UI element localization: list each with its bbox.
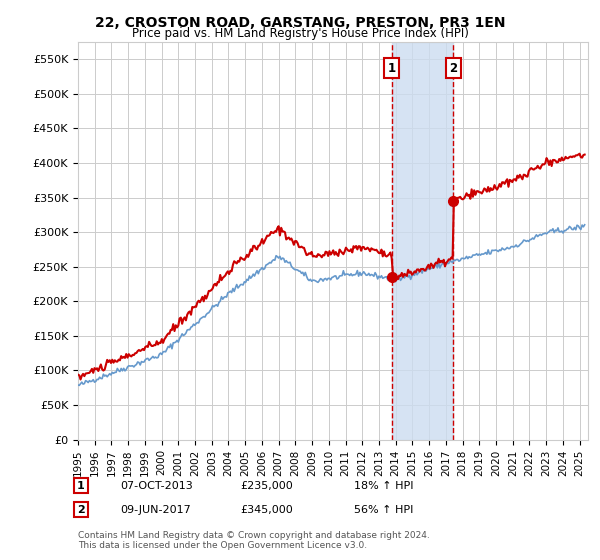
Text: 2: 2 [77, 505, 85, 515]
Text: £345,000: £345,000 [240, 505, 293, 515]
Text: 2: 2 [449, 62, 457, 75]
Text: Price paid vs. HM Land Registry's House Price Index (HPI): Price paid vs. HM Land Registry's House … [131, 27, 469, 40]
Bar [392, 42, 453, 440]
Text: 18% ↑ HPI: 18% ↑ HPI [354, 480, 413, 491]
Text: 09-JUN-2017: 09-JUN-2017 [120, 505, 191, 515]
Text: 07-OCT-2013: 07-OCT-2013 [120, 480, 193, 491]
Text: £235,000: £235,000 [240, 480, 293, 491]
Text: 1: 1 [77, 480, 85, 491]
Text: 56% ↑ HPI: 56% ↑ HPI [354, 505, 413, 515]
Text: Contains HM Land Registry data © Crown copyright and database right 2024.
This d: Contains HM Land Registry data © Crown c… [78, 530, 430, 550]
Text: 22, CROSTON ROAD, GARSTANG, PRESTON, PR3 1EN: 22, CROSTON ROAD, GARSTANG, PRESTON, PR3… [95, 16, 505, 30]
Text: 1: 1 [388, 62, 396, 75]
